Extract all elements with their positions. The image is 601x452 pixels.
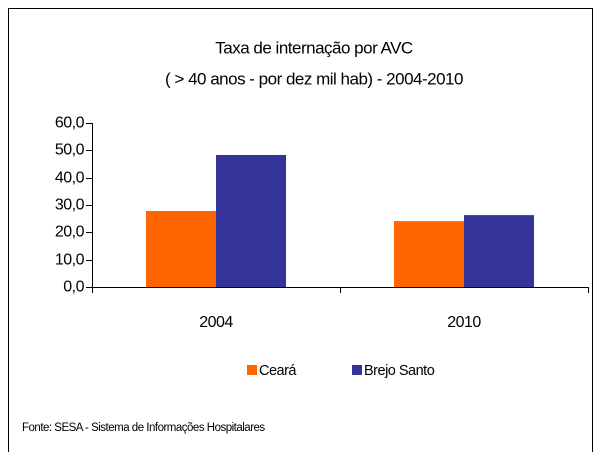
legend-swatch (352, 365, 362, 375)
chart-subtitle: ( > 40 anos - por dez mil hab) - 2004-20… (165, 69, 463, 88)
y-tick-label: 0,0 (63, 279, 84, 296)
legend-swatch (247, 365, 257, 375)
legend-label: Ceará (259, 363, 297, 379)
bar (216, 154, 286, 287)
y-tick-label: 30,0 (55, 197, 85, 214)
bar (146, 211, 216, 287)
y-tick-label: 50,0 (55, 142, 85, 159)
y-tick-label: 20,0 (55, 224, 85, 241)
x-tick-label: 2004 (199, 314, 233, 331)
bar (464, 215, 534, 287)
x-tick-label: 2010 (447, 314, 481, 331)
y-tick-label: 40,0 (55, 170, 85, 187)
legend-label: Brejo Santo (364, 363, 435, 379)
frame (8, 8, 593, 452)
bar (394, 221, 464, 287)
y-tick-label: 60,0 (55, 115, 85, 132)
source-note: Fonte: SESA - Sistema de Informações Hos… (22, 422, 265, 434)
chart-title: Taxa de internação por AVC (215, 38, 413, 57)
y-tick-label: 10,0 (55, 252, 85, 269)
